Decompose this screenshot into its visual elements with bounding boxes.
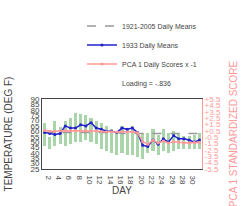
svg-text:+3.5: +3.5	[205, 108, 221, 117]
svg-text:40: 40	[30, 149, 39, 158]
svg-text:-1.5: -1.5	[205, 139, 219, 148]
svg-text:28: 28	[178, 176, 187, 185]
svg-text:-2.5: -2.5	[205, 146, 219, 155]
svg-text:65: 65	[30, 122, 39, 131]
svg-text:12: 12	[95, 176, 104, 185]
svg-text:1933 Daily Means: 1933 Daily Means	[122, 42, 179, 50]
svg-text:30: 30	[30, 159, 39, 168]
svg-text:45: 45	[30, 143, 39, 152]
svg-text:+4.5: +4.5	[205, 101, 221, 110]
svg-text:10: 10	[85, 176, 94, 185]
svg-text:90: 90	[30, 95, 39, 104]
svg-text:24: 24	[157, 176, 166, 185]
svg-text:22: 22	[147, 176, 156, 185]
svg-text:-0.5: -0.5	[205, 133, 219, 142]
svg-text:6: 6	[64, 176, 73, 181]
svg-text:PCA 1 STANDARDIZED SCORE: PCA 1 STANDARDIZED SCORE	[228, 60, 239, 206]
svg-text:TEMPERATURE (DEG F): TEMPERATURE (DEG F)	[3, 77, 14, 192]
svg-text:+1.5: +1.5	[205, 120, 221, 129]
svg-text:80: 80	[30, 106, 39, 115]
svg-text:16: 16	[116, 176, 125, 185]
svg-text:18: 18	[126, 176, 135, 185]
svg-text:4: 4	[54, 176, 63, 181]
svg-text:-3.5: -3.5	[205, 152, 219, 161]
svg-text:+0.5: +0.5	[205, 127, 221, 136]
svg-text:8: 8	[75, 176, 84, 181]
svg-text:50: 50	[30, 138, 39, 147]
svg-text:20: 20	[137, 176, 146, 185]
svg-text:35: 35	[30, 154, 39, 163]
svg-text:14: 14	[106, 176, 115, 185]
svg-text:-5.5: -5.5	[205, 165, 219, 174]
svg-text:26: 26	[168, 176, 177, 185]
svg-text:1921-2005 Daily Means: 1921-2005 Daily Means	[122, 23, 196, 31]
svg-text:55: 55	[30, 132, 39, 141]
svg-text:+2.5: +2.5	[205, 114, 221, 123]
svg-text:30: 30	[188, 176, 197, 185]
svg-text:2: 2	[44, 176, 53, 181]
svg-text:Loading = -.836: Loading = -.836	[122, 80, 171, 88]
svg-text:-4.5: -4.5	[205, 158, 219, 167]
svg-text:75: 75	[30, 111, 39, 120]
svg-text:85: 85	[30, 100, 39, 109]
svg-text:PCA 1 Daily Scores x -1: PCA 1 Daily Scores x -1	[122, 61, 197, 69]
svg-text:DAY: DAY	[112, 185, 132, 196]
svg-text:70: 70	[30, 116, 39, 125]
svg-text:60: 60	[30, 127, 39, 136]
svg-text:25: 25	[30, 165, 39, 174]
svg-text:+5.5: +5.5	[205, 95, 221, 104]
